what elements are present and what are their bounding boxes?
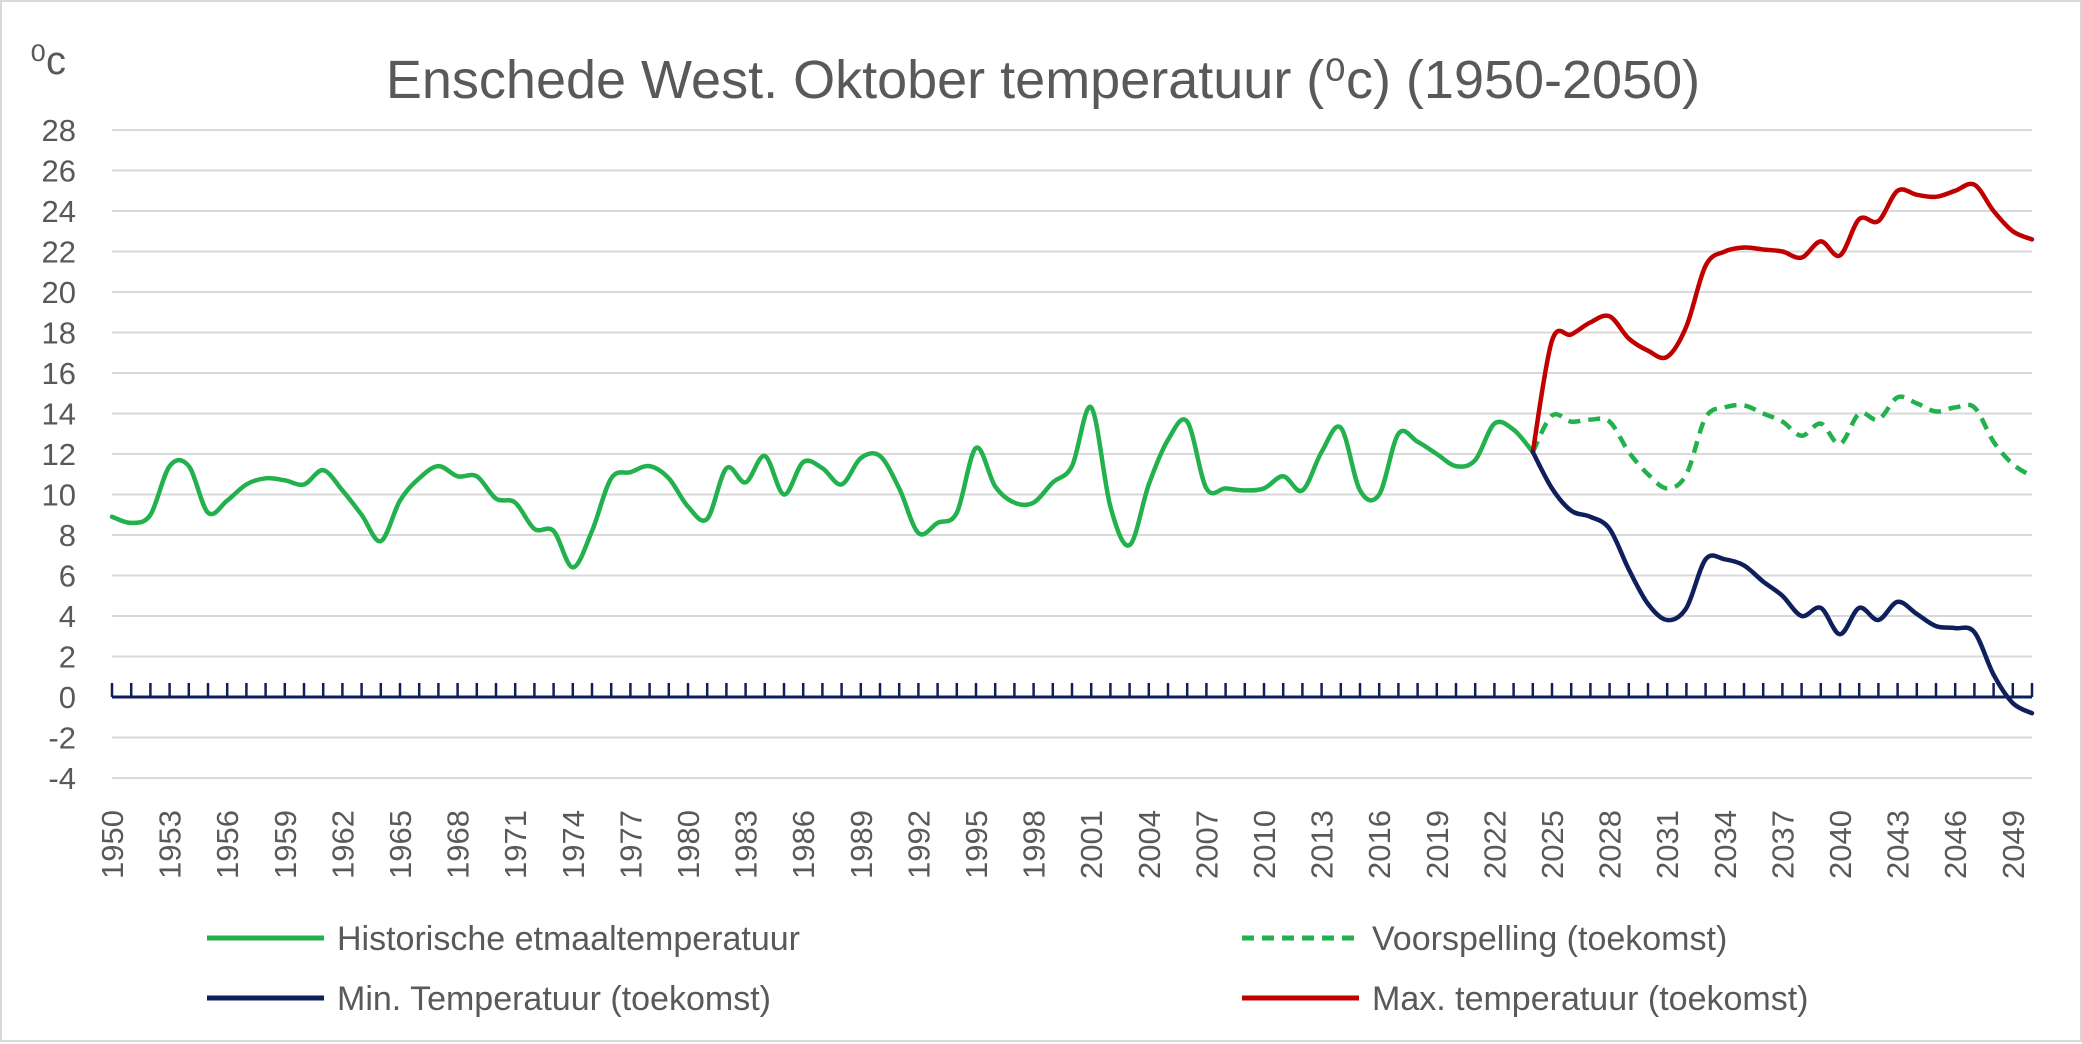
y-tick-label: 6 (59, 559, 76, 594)
gridlines (112, 129, 2032, 779)
x-tick-label: 1986 (786, 810, 821, 879)
x-tick-label: 1971 (498, 810, 533, 879)
y-tick-label: 8 (59, 518, 76, 553)
x-tick-label: 1950 (95, 810, 130, 879)
x-tick-label: 1980 (671, 810, 706, 879)
y-tick-label: 10 (42, 478, 76, 513)
x-axis-tick-labels: 1950 1953 1956 1959 1962 1965 1968 1971 1974 1977… (95, 810, 2031, 879)
x-tick-label: 2049 (1996, 810, 2031, 879)
x-tick-label: 1995 (959, 810, 994, 879)
x-tick-label: 1998 (1017, 810, 1052, 879)
x-tick-label: 2004 (1132, 810, 1167, 879)
series-line-1 (1530, 394, 2034, 491)
legend-label: Min. Temperatuur (toekomst) (337, 980, 771, 1018)
y-tick-label: 0 (59, 680, 76, 715)
y-tick-label: 26 (42, 154, 76, 189)
x-tick-label: 2043 (1881, 810, 1916, 879)
legend-label: Voorspelling (toekomst) (1372, 920, 1727, 958)
x-tick-label: 2034 (1708, 810, 1743, 879)
series-line-2 (1530, 449, 2035, 716)
x-tick-label: 1983 (729, 810, 764, 879)
x-tick-label: 2013 (1305, 810, 1340, 879)
x-tick-label: 1965 (383, 810, 418, 879)
x-tick-label: 2037 (1765, 810, 1800, 879)
y-tick-label: 16 (42, 356, 76, 391)
y-tick-label: 24 (42, 194, 76, 229)
x-axis (110, 683, 2034, 699)
x-tick-label: 1962 (325, 810, 360, 879)
x-tick-label: 1959 (268, 810, 303, 879)
series-lines (109, 181, 2035, 716)
y-tick-label: 4 (59, 599, 76, 634)
y-tick-label: 20 (42, 275, 76, 310)
y-tick-label: 22 (42, 235, 76, 270)
x-tick-label: 1992 (901, 810, 936, 879)
x-tick-label: 2010 (1247, 810, 1282, 879)
y-tick-label: 18 (42, 316, 76, 351)
y-tick-label: 28 (42, 113, 76, 148)
x-tick-label: 2019 (1420, 810, 1455, 879)
y-tick-label: 14 (42, 397, 76, 432)
x-tick-label: 2040 (1823, 810, 1858, 879)
series-line-3 (1530, 181, 2035, 455)
y-tick-label: -4 (48, 761, 76, 796)
x-tick-label: 2001 (1074, 810, 1109, 879)
legend-label: Max. temperatuur (toekomst) (1372, 980, 1808, 1018)
y-tick-label: 2 (59, 640, 76, 675)
x-tick-label: 2007 (1189, 810, 1224, 879)
x-tick-label: 1953 (153, 810, 188, 879)
x-tick-label: 2025 (1535, 810, 1570, 879)
chart-title: Enschede West. Oktober temperatuur (⁰c) … (386, 50, 1700, 110)
x-tick-label: 1974 (556, 810, 591, 879)
series-line-0 (109, 404, 1536, 570)
y-axis-unit-label: ⁰c (30, 39, 66, 83)
x-tick-label: 1977 (613, 810, 648, 879)
x-tick-label: 2031 (1650, 810, 1685, 879)
x-tick-label: 1989 (844, 810, 879, 879)
legend: Historische etmaaltemperatuur Voorspellin… (207, 920, 1808, 1018)
x-tick-label: 2028 (1593, 810, 1628, 879)
x-tick-label: 2016 (1362, 810, 1397, 879)
x-tick-label: 2046 (1938, 810, 1973, 879)
legend-label: Historische etmaaltemperatuur (337, 920, 800, 958)
x-tick-label: 1956 (210, 810, 245, 879)
y-tick-label: -2 (48, 721, 76, 756)
x-tick-label: 2022 (1477, 810, 1512, 879)
x-tick-label: 1968 (441, 810, 476, 879)
y-tick-label: 12 (42, 437, 76, 472)
